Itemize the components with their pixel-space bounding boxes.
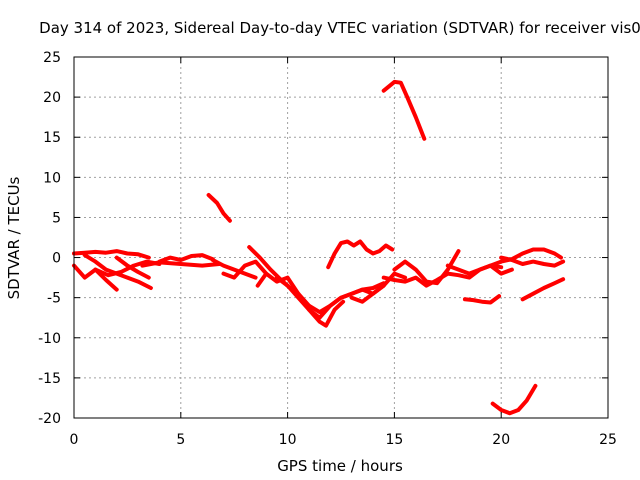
series-arc-18 — [381, 79, 427, 141]
x-tick-label: 0 — [70, 432, 79, 448]
y-tick-label: 5 — [52, 210, 61, 226]
x-tick-label: 25 — [599, 432, 617, 448]
series-arc-26 — [490, 383, 538, 416]
x-tick-label: 20 — [492, 432, 510, 448]
y-tick-label: 10 — [43, 170, 61, 186]
grid — [74, 57, 608, 418]
x-axis-label: GPS time / hours — [277, 457, 403, 475]
series-arc-1 — [72, 249, 151, 260]
series-arc-8 — [210, 258, 258, 280]
x-tick-label: 10 — [279, 432, 297, 448]
series-arc-4 — [93, 259, 162, 278]
data-series — [72, 79, 566, 416]
y-tick-label: 15 — [43, 130, 61, 146]
y-tick-label: 20 — [43, 90, 61, 106]
y-tick-label: 25 — [43, 50, 61, 66]
series-arc-17 — [349, 283, 386, 304]
series-arc-5 — [114, 255, 151, 280]
y-tick-label: -20 — [38, 411, 61, 427]
x-tick-label: 5 — [176, 432, 185, 448]
x-tick-label: 15 — [385, 432, 403, 448]
y-tick-label: -5 — [47, 291, 61, 307]
series-arc-25 — [520, 277, 566, 302]
series-arc-22 — [462, 294, 502, 305]
y-tick-label: -15 — [38, 371, 61, 387]
series-arc-14 — [296, 291, 346, 328]
chart-title: Day 314 of 2023, Sidereal Day-to-day VTE… — [39, 19, 640, 37]
series-arc-6 — [140, 260, 222, 268]
series-arc-7 — [157, 253, 215, 264]
y-tick-label: -10 — [38, 331, 61, 347]
y-tick-label: 0 — [52, 251, 61, 267]
series-arc-15 — [307, 281, 386, 315]
series-arc-10 — [206, 193, 232, 223]
series-arc-9 — [221, 259, 269, 280]
y-axis-label: SDTVAR / TECUs — [5, 176, 23, 299]
series-arc-16 — [326, 239, 395, 270]
axes: 0 5 10 15 20 25 -20 -15 -10 -5 0 5 10 15 20 25 — [38, 50, 617, 448]
series-arc-20 — [392, 249, 461, 286]
series-arc-24 — [499, 255, 566, 268]
plot-frame — [73, 56, 609, 419]
series-arc-21 — [445, 263, 514, 276]
series-arc-23 — [488, 247, 563, 268]
